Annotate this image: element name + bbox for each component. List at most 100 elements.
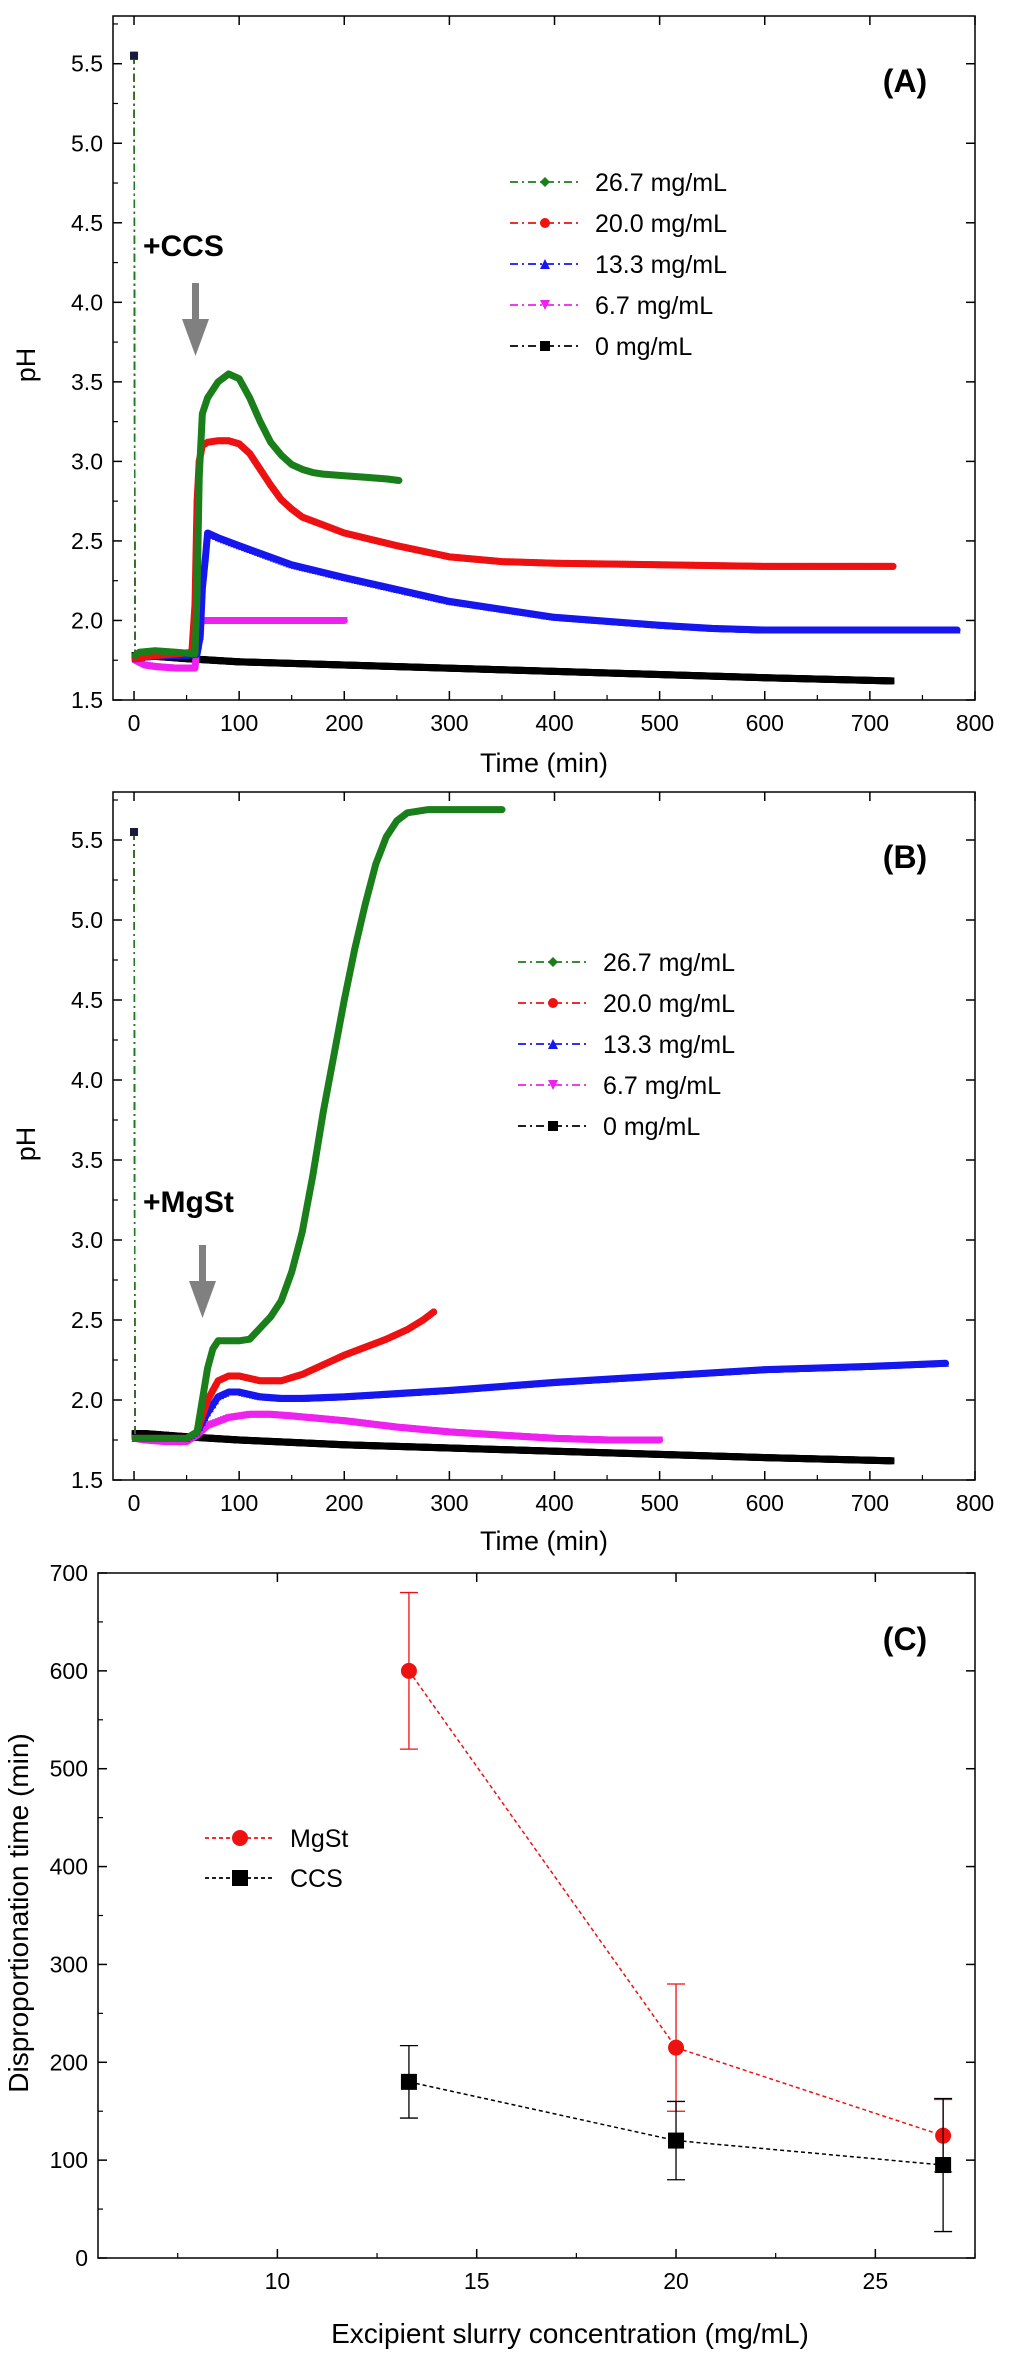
panel-c-legend-marker-mgst (232, 1830, 248, 1846)
panel-a-annotation: +CCS (143, 230, 224, 263)
panel-a-y-tick-label: 2.5 (71, 528, 103, 554)
panel-b-point-26-7-mg-ml (369, 870, 377, 878)
panel-b-point-26-7-mg-ml (348, 958, 356, 966)
panel-c-y-tick-label: 700 (50, 1560, 88, 1586)
panel-a-point-13-3-mg-ml (953, 626, 961, 634)
panel-a-series-20-0-mg-ml (130, 51, 897, 663)
panel-b-x-tick-label: 500 (640, 1490, 678, 1516)
panel-b-x-tick-label: 100 (220, 1490, 258, 1516)
panel-b-y-tick-label: 1.5 (71, 1467, 103, 1493)
panel-b-point-26-7-mg-ml (309, 1172, 317, 1180)
panel-b-y-tick-label: 4.5 (71, 987, 103, 1013)
panel-b-point-26-7-mg-ml (322, 1094, 330, 1102)
panel-c-y-tick-label: 500 (50, 1756, 88, 1782)
panel-b-point-26-7-mg-ml (303, 1200, 311, 1208)
panel-c-x-tick-label: 10 (265, 2268, 291, 2294)
panel-a-point-13-3-mg-ml (202, 553, 210, 561)
panel-a-y-tick-label: 4.0 (71, 289, 103, 315)
panel-b-point-26-7-mg-ml (335, 1024, 343, 1032)
panel-a-x-axis-title: Time (min) (480, 748, 608, 778)
panel-b-point-6-7-mg-ml (656, 1436, 664, 1444)
panel-b-point-26-7-mg-ml (298, 1228, 306, 1236)
panel-c-label: (C) (883, 1621, 927, 1657)
panel-c-y-tick-label: 200 (50, 2049, 88, 2075)
panel-b-y-tick-label: 2.0 (71, 1387, 103, 1413)
panel-b-x-tick-label: 0 (128, 1490, 141, 1516)
panel-b-point-26-7-mg-ml (206, 1354, 214, 1362)
panel-a-legend-label-6-7-mg-ml: 6.7 mg/mL (595, 292, 713, 320)
panel-a-point-0-mg-ml (887, 677, 895, 685)
panel-a: (A) Time (min) pH +CCS 0 100 200 300 400 500 6… (11, 15, 994, 778)
panel-a-x-tick-label: 200 (325, 710, 363, 736)
panel-a-legend: 26.7 mg/mL 20.0 mg/mL 13.3 mg/mL 6.7 mg/mL 0… (510, 169, 727, 361)
panel-b-x-tick-label: 700 (851, 1490, 889, 1516)
panel-a-plot-frame (112, 15, 976, 701)
panel-b-point-26-7-mg-ml (193, 1428, 201, 1436)
panel-c-x-tick-label: 20 (663, 2268, 689, 2294)
panel-a-legend-marker-20-0-mg-ml (540, 218, 550, 228)
panel-c-y-tick-label: 400 (50, 1854, 88, 1880)
panel-b-point-26-7-mg-ml (311, 1156, 319, 1164)
panel-a-legend-label-26-7-mg-ml: 26.7 mg/mL (595, 169, 727, 197)
panel-a-point-26-7-mg-ml (248, 400, 256, 408)
panel-a-point-26-7-mg-ml (191, 650, 199, 658)
panel-a-series-26-7-mg-ml-initial-drop (133, 55, 136, 656)
panel-b-plot-frame (112, 791, 976, 1481)
panel-c-point-ccs (935, 2157, 952, 2174)
panel-b-legend-label-6-7-mg-ml: 6.7 mg/mL (603, 1072, 721, 1100)
panel-b-point-26-7-mg-ml (296, 1238, 304, 1246)
panel-b-series-13-3-mg-ml-line (131, 1359, 950, 1442)
panel-b-point-26-7-mg-ml (196, 1412, 204, 1420)
panel-a-x-tick-label: 600 (746, 710, 784, 736)
panel-a-point-26-7-mg-ml (197, 441, 205, 449)
panel-a-y-tick-label: 2.0 (71, 607, 103, 633)
panel-b-point-26-7-mg-ml (359, 911, 367, 919)
panel-a-legend-label-0-mg-ml: 0 mg/mL (595, 333, 692, 361)
panel-c-x-axis-title: Excipient slurry concentration (mg/mL) (331, 2318, 809, 2349)
panel-b-y-tick-label: 4.0 (71, 1067, 103, 1093)
panel-b-x-axis-title: Time (min) (480, 1526, 608, 1556)
panel-a-x-tick-label: 100 (220, 710, 258, 736)
panel-b-legend-marker-0-mg-ml (548, 1121, 558, 1131)
panel-a-y-tick-label: 5.0 (71, 130, 103, 156)
panel-b-point-26-7-mg-ml (374, 853, 382, 861)
panel-b-point-26-7-mg-ml (353, 934, 361, 942)
panel-a-arrow (182, 283, 209, 356)
panel-a-series-26-7-mg-ml (130, 51, 403, 659)
panel-a-point-26-7-mg-ml (256, 418, 264, 426)
panel-b-point-26-7-mg-ml (372, 860, 380, 868)
panel-b-x-tick-label: 600 (746, 1490, 784, 1516)
panel-b-point-26-7-mg-ml (251, 1330, 259, 1338)
panel-c: (C) Excipient slurry concentration (mg/m… (3, 1560, 976, 2349)
panel-b-legend-marker-20-0-mg-ml (548, 998, 558, 1008)
panel-a-y-tick-label: 1.5 (71, 687, 103, 713)
panel-b-point-26-7-mg-ml (314, 1140, 322, 1148)
panel-c-legend-label-ccs: CCS (290, 1865, 343, 1893)
panel-a-x-tick-label: 0 (128, 710, 141, 736)
panel-c-x-tick-label: 15 (464, 2268, 490, 2294)
panel-b-point-26-7-mg-ml (198, 1396, 206, 1404)
panel-a-legend-marker-13-3-mg-ml (540, 259, 550, 269)
panel-c-point-ccs (400, 2073, 417, 2090)
panel-a-x-tick-label: 800 (956, 710, 994, 736)
panel-a-legend-marker-0-mg-ml (540, 341, 550, 351)
panel-b-point-26-7-mg-ml (277, 1297, 285, 1305)
panel-c-legend-label-mgst: MgSt (290, 1825, 348, 1853)
panel-a-x-tick-label: 700 (851, 710, 889, 736)
panel-a-point-26-7-mg-ml (235, 375, 243, 383)
panel-c-y-axis-title: Disproportionation time (min) (3, 1733, 34, 2092)
panel-c-series-ccs (399, 2045, 953, 2233)
panel-b-point-26-7-mg-ml (201, 1380, 209, 1388)
panel-a-label: (A) (883, 63, 927, 99)
panel-a-point-20-0-mg-ml (889, 562, 897, 570)
panel-b-y-tick-label: 3.0 (71, 1227, 103, 1253)
panel-b-point-26-7-mg-ml (301, 1214, 309, 1222)
panel-b-point-26-7-mg-ml (288, 1268, 296, 1276)
panel-b-y-tick-label: 5.0 (71, 907, 103, 933)
panel-b-y-tick-label: 2.5 (71, 1307, 103, 1333)
panel-a-point-26-7-mg-ml (254, 412, 262, 420)
panel-a-point-26-7-mg-ml (259, 423, 267, 431)
panel-a-series-13-3-mg-ml (130, 51, 961, 663)
panel-b-point-26-7-mg-ml (325, 1080, 332, 1088)
